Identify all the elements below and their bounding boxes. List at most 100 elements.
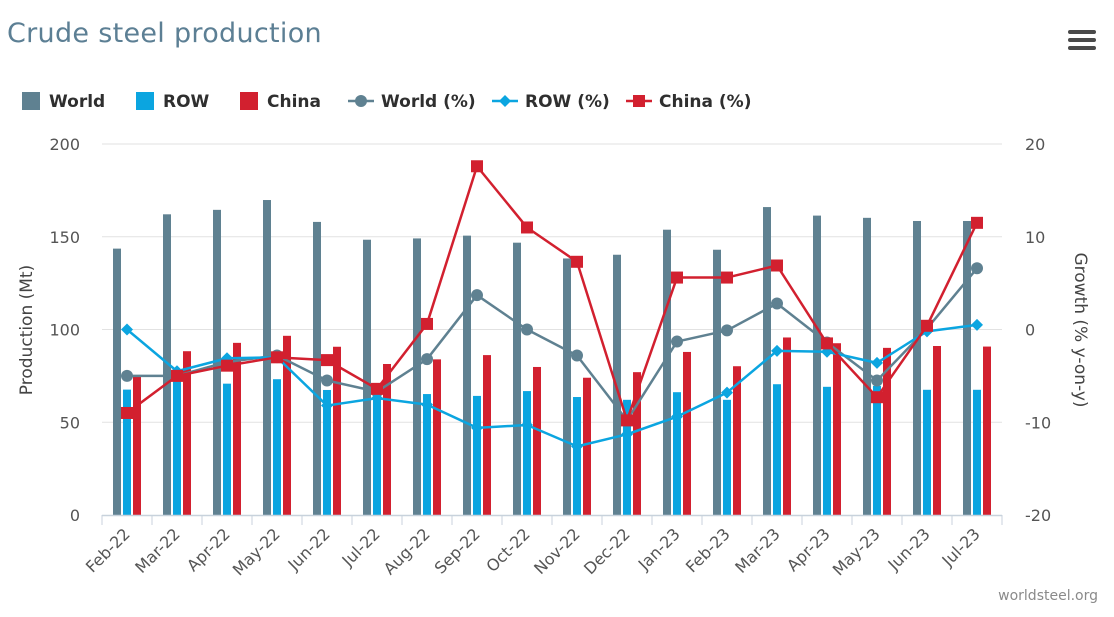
point-china — [221, 359, 233, 372]
legend-label: World (%) — [381, 92, 476, 112]
legend-label: World — [49, 92, 105, 112]
bar-china — [683, 351, 691, 515]
legend-item[interactable]: ROW (%) — [492, 92, 610, 112]
legend-item[interactable]: World (%) — [348, 92, 476, 112]
x-tick-label: May-23 — [829, 524, 884, 579]
y-tick-label: 0 — [70, 506, 80, 525]
point-china — [821, 337, 833, 350]
point-row — [721, 386, 733, 399]
x-tick-label: Feb-22 — [82, 524, 134, 576]
point-world — [671, 335, 683, 348]
legend[interactable]: World ROW China World (%) ROW (%) China (%) — [22, 92, 751, 112]
point-world — [871, 374, 883, 387]
bar-china — [883, 347, 891, 515]
point-china — [671, 271, 683, 284]
legend-marker — [355, 95, 367, 107]
bar-row — [673, 392, 681, 515]
x-tick-label: Jul-22 — [338, 524, 384, 570]
source-credit[interactable]: worldsteel.org — [998, 588, 1098, 604]
point-china — [721, 271, 733, 284]
hamburger-menu-icon[interactable] — [1068, 30, 1096, 52]
bar-world — [713, 249, 721, 516]
bar-world — [963, 220, 971, 516]
legend-item[interactable]: China — [240, 92, 321, 112]
bar-series — [113, 200, 991, 516]
bar-china — [383, 364, 391, 515]
bar-china — [933, 346, 941, 515]
bar-china — [983, 346, 991, 515]
legend-label: China (%) — [659, 92, 751, 112]
point-china — [971, 216, 983, 229]
point-china — [921, 319, 933, 332]
x-tick-label: Jun-22 — [284, 524, 334, 574]
legend-label: ROW (%) — [525, 92, 610, 112]
point-world — [421, 353, 433, 366]
bar-row — [323, 389, 331, 515]
legend-marker — [633, 95, 645, 107]
point-world — [321, 374, 333, 387]
y2-tick-label: -20 — [1025, 506, 1051, 525]
point-row — [621, 428, 633, 441]
point-china — [271, 351, 283, 364]
y-axis-title: Production (Mt) — [17, 265, 37, 395]
x-tick-label: Dec-22 — [580, 524, 634, 578]
point-china — [471, 160, 483, 173]
bar-row — [423, 394, 431, 515]
legend-item[interactable]: World — [22, 92, 105, 112]
y-tick-label: 100 — [49, 321, 80, 340]
point-row — [321, 399, 333, 412]
point-row — [471, 421, 483, 434]
bar-row — [623, 399, 631, 515]
menu-bar-middle — [1068, 38, 1096, 42]
x-tick-label: Feb-23 — [682, 524, 734, 576]
bar-world — [763, 207, 771, 515]
x-tick-label: Mar-22 — [131, 524, 184, 577]
y2-tick-label: 10 — [1025, 228, 1045, 247]
bar-row — [773, 384, 781, 515]
bar-row — [223, 383, 231, 515]
bar-row — [373, 389, 381, 515]
x-tick-label: Apr-23 — [783, 524, 834, 575]
y-tick-label: 200 — [49, 135, 80, 154]
point-row — [521, 419, 533, 432]
bar-china — [433, 359, 441, 515]
bar-china — [483, 355, 491, 515]
point-china — [121, 406, 133, 419]
point-china — [871, 391, 883, 404]
y2-tick-label: 0 — [1025, 321, 1035, 340]
bar-world — [913, 220, 921, 516]
legend-item[interactable]: ROW — [136, 92, 210, 112]
bar-world — [863, 217, 871, 516]
bar-row — [473, 395, 481, 515]
x-tick-label: Aug-22 — [380, 524, 434, 578]
x-tick-label: Apr-22 — [183, 524, 234, 575]
line-world — [127, 267, 978, 422]
legend-label: ROW — [163, 92, 210, 112]
bar-world — [163, 214, 171, 515]
point-world — [121, 369, 133, 382]
x-tick-label: Jan-23 — [634, 524, 684, 574]
point-row — [121, 323, 133, 336]
legend-item[interactable]: China (%) — [626, 92, 751, 112]
point-row — [871, 356, 883, 369]
bar-world — [113, 248, 121, 515]
bar-world — [463, 235, 471, 515]
bar-world — [563, 258, 571, 515]
bar-row — [873, 385, 881, 515]
point-world — [971, 262, 983, 275]
y2-axis-title: Growth (% y-on-y) — [1070, 252, 1090, 407]
x-tick-label: Sep-22 — [431, 524, 484, 577]
bar-china — [183, 351, 191, 515]
bar-row — [523, 391, 531, 515]
bar-row — [723, 399, 731, 515]
bar-row — [923, 389, 931, 515]
bar-world — [363, 239, 371, 515]
bar-china — [283, 335, 291, 515]
point-row — [971, 318, 983, 331]
menu-bar-top — [1068, 30, 1096, 34]
bar-world — [313, 221, 321, 515]
bar-china — [583, 377, 591, 515]
y-tick-label: 50 — [60, 413, 80, 432]
bar-world — [813, 215, 821, 515]
